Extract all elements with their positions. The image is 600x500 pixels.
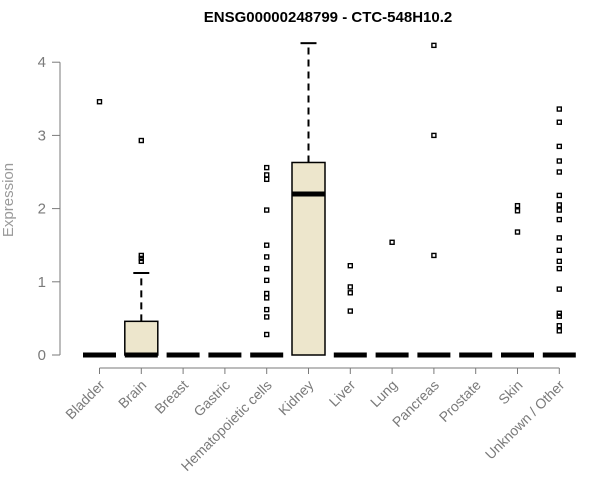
box-body [291,161,326,356]
outlier-point [556,202,562,208]
outlier-point [138,252,145,259]
x-tick-label: Kidney [275,377,317,419]
y-tick-label: 2 [38,201,46,218]
y-tick-label: 0 [38,347,46,364]
outlier-point [556,265,562,272]
outlier-point [514,229,521,235]
x-tick-label: Prostate [436,377,484,425]
outlier-point [556,192,562,199]
outlier-point [347,308,353,314]
outlier-point [347,284,353,290]
outlier-point [556,207,562,213]
outlier-point [431,42,437,49]
box-hematopoietic-cells [250,164,284,358]
outlier-point [556,258,562,265]
outlier-point [138,137,145,144]
outlier-point [556,143,562,150]
outlier-point [347,262,353,269]
outlier-point [264,164,270,171]
outlier-point [138,255,145,262]
x-tick-label: Liver [326,377,359,410]
outlier-point [514,202,521,209]
outlier-point [389,239,395,245]
y-tick-label: 4 [38,54,46,71]
outlier-point [264,254,270,260]
outlier-point [264,265,270,272]
outlier-point [556,158,562,164]
outlier-point [556,286,562,292]
outlier-point [556,119,562,125]
outlier-point [264,277,270,284]
outlier-point [264,314,270,320]
outlier-point [264,295,270,301]
box-skin [501,202,534,358]
outlier-point [264,207,270,213]
outlier-point [264,242,270,248]
y-axis: 0 1 2 3 4 [38,54,61,364]
box-liver [333,262,367,358]
y-tick-label: 3 [38,127,46,144]
outlier-point [556,106,562,112]
y-tick-label: 1 [38,274,46,291]
box-lung [375,239,409,358]
outlier-point [138,258,145,265]
outlier-point [556,313,562,319]
box-body [124,320,159,356]
outlier-point [347,290,353,296]
outlier-point [264,172,270,178]
outlier-point [264,306,270,313]
box-bladder [83,99,116,358]
outlier-point [556,169,562,175]
y-axis-label: Expression [0,163,17,237]
x-tick-label: Unknown / Other [482,377,568,463]
outlier-point [556,235,562,241]
outlier-point [431,132,437,139]
x-tick-label: Bladder [62,377,108,423]
x-tick-label: Skin [495,377,526,408]
x-tick-label: Lung [367,377,400,410]
outlier-point [556,310,562,316]
outlier-point [556,323,562,329]
outlier-point [556,247,562,254]
x-tick-label: Breast [151,377,191,417]
outlier-point [264,331,270,338]
outlier-point [264,290,270,297]
box-brain [124,137,159,358]
outlier-point [556,328,562,334]
x-tick-label: Brain [115,377,149,411]
outlier-point [514,208,521,214]
box-pancreas [417,42,451,358]
outlier-point [431,252,437,259]
outlier-point [264,176,270,183]
box-kidney [291,42,326,356]
outlier-point [556,216,562,223]
outlier-point [96,99,103,105]
boxes-layer [83,42,576,358]
box-unknown-other [542,106,576,358]
chart-title: ENSG00000248799 - CTC-548H10.2 [204,9,452,26]
